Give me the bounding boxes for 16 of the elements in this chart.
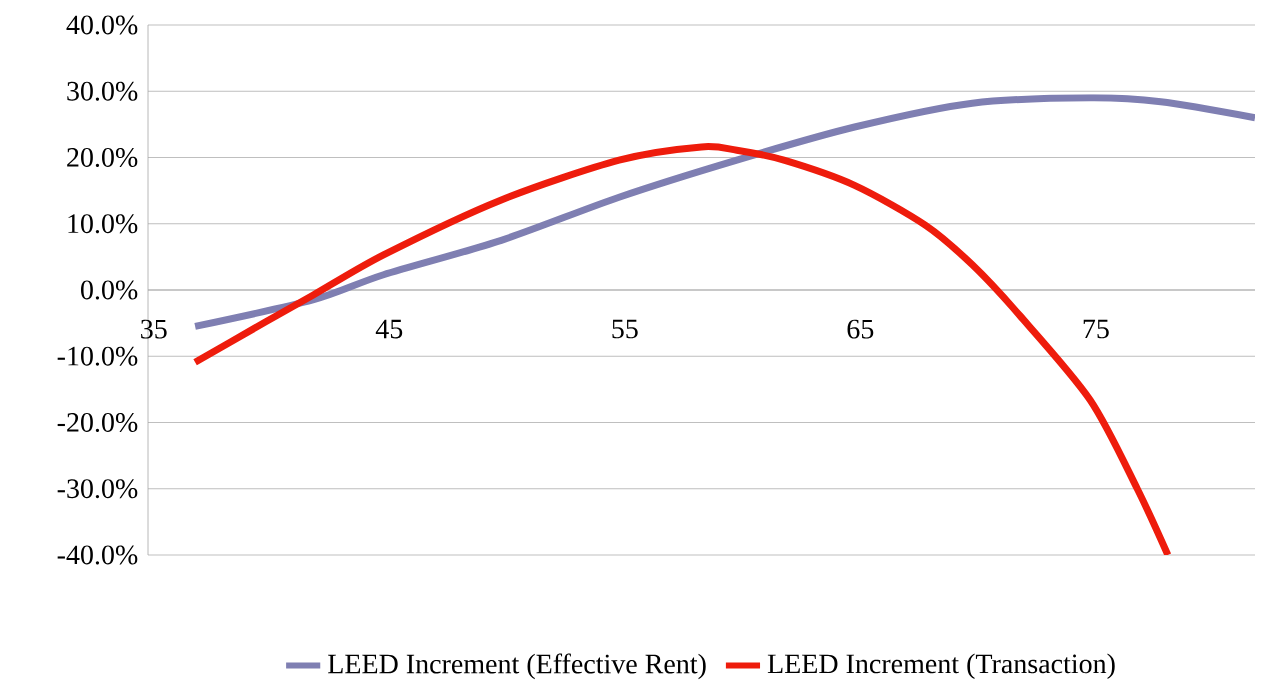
x-tick-label: 55 bbox=[612, 319, 638, 339]
x-tick-label: 75 bbox=[1083, 319, 1109, 339]
y-tick-label: 20.0% bbox=[67, 147, 138, 168]
y-tick-label: -20.0% bbox=[57, 412, 138, 433]
y-tick-label: 30.0% bbox=[67, 81, 138, 101]
y-tick-label: -30.0% bbox=[57, 479, 138, 499]
y-tick-label: -40.0% bbox=[57, 545, 138, 565]
y-tick-label: 40.0% bbox=[66, 15, 138, 35]
y-tick-label: -10.0% bbox=[57, 346, 138, 366]
legend-label: LEED Increment (Effective Rent) bbox=[328, 653, 706, 680]
legend-label: LEED Increment (Transaction) bbox=[767, 653, 1115, 680]
x-tick-label: 45 bbox=[375, 319, 403, 339]
y-tick-label: 10.0% bbox=[68, 214, 138, 234]
x-tick-label: 65 bbox=[847, 319, 874, 339]
x-tick-label: 35 bbox=[141, 319, 167, 339]
y-tick-label: 0.0% bbox=[81, 280, 138, 300]
